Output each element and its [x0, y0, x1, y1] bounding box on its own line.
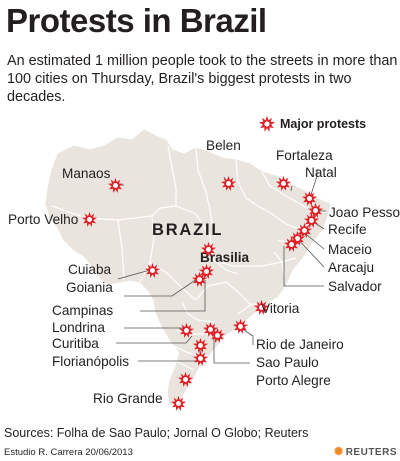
city-label: Vitoria	[261, 301, 300, 316]
city-label: Salvador	[328, 279, 382, 294]
city-label: Florianópolis	[52, 354, 129, 369]
legend-label: Major protests	[280, 117, 366, 131]
city-label: Rio Grande	[93, 391, 163, 406]
page-title: Protests in Brazil	[6, 2, 267, 39]
city-label: Belen	[206, 138, 241, 153]
city-label: Cuiaba	[68, 262, 112, 277]
state-borders	[51, 145, 326, 371]
city-labels: Manaos Belen Fortaleza Natal Porto Velho…	[8, 138, 400, 406]
city-label: Rio de Janeiro	[256, 337, 344, 352]
reuters-logo: ✺ REUTERS	[334, 445, 397, 458]
sources-note: Sources: Folha de Sao Paulo; Jornal O Gl…	[4, 426, 309, 440]
city-label: Aracaju	[328, 260, 374, 275]
subtitle: An estimated 1 million people took to th…	[7, 53, 398, 105]
city-label: Natal	[305, 165, 337, 180]
city-label: Curitiba	[52, 336, 99, 351]
city-label: Goiania	[66, 280, 113, 295]
byline: Estudio R. Carrera 20/06/2013	[4, 447, 133, 458]
city-label: Joao Pessoa	[329, 205, 400, 220]
city-label: Manaos	[62, 166, 111, 181]
legend: Major protests	[258, 115, 366, 132]
city-label: Recife	[328, 222, 367, 237]
city-label: Fortaleza	[276, 148, 333, 163]
city-label: Londrina	[52, 320, 105, 335]
city-label: Sao Paulo	[256, 355, 319, 370]
city-label: Porto Alegre	[256, 373, 331, 388]
city-label: Maceio	[328, 242, 372, 257]
capital-label: Brasilia	[200, 250, 250, 265]
brazil-landmass	[45, 129, 331, 405]
city-label: Campinas	[52, 303, 113, 318]
city-label: Porto Velho	[8, 212, 78, 227]
reuters-logo-text: REUTERS	[345, 447, 397, 458]
country-label: BRAZIL	[152, 221, 223, 239]
legend-marker-icon	[258, 115, 276, 132]
reuters-dots-icon: ✺	[333, 446, 344, 458]
